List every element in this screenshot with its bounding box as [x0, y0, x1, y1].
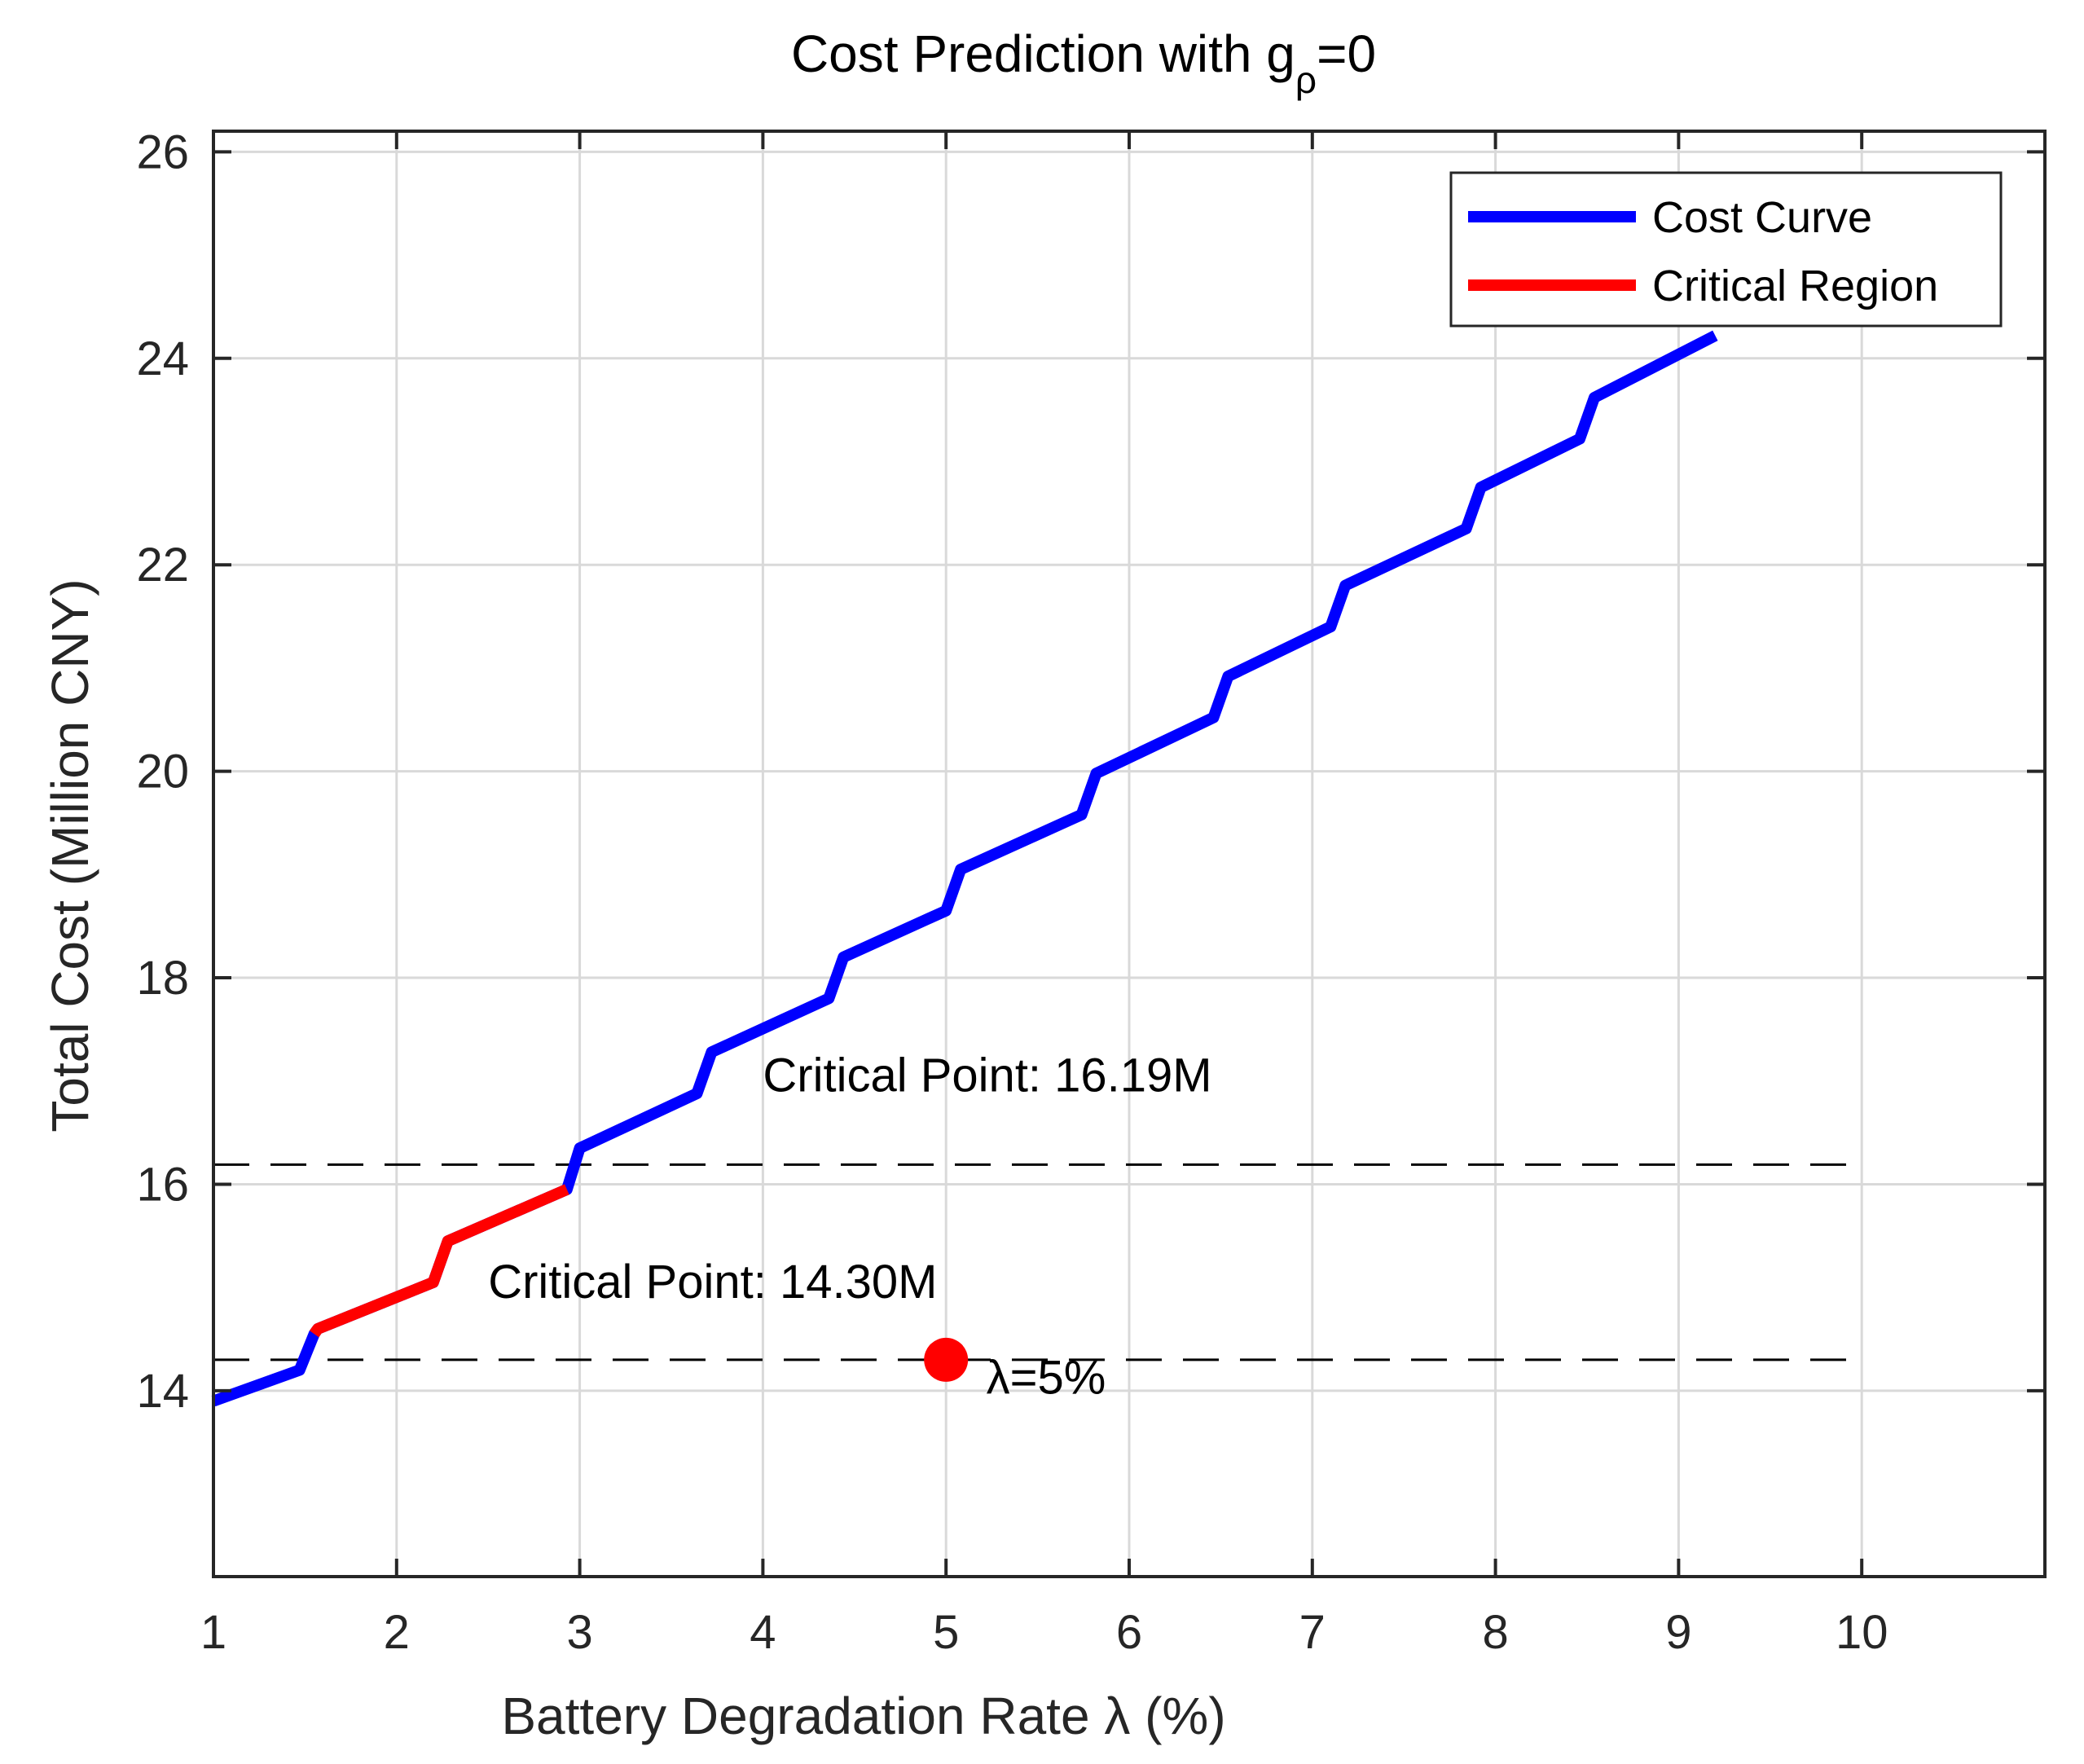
- x-tick-label: 6: [1116, 1606, 1142, 1659]
- y-tick-label: 22: [136, 539, 189, 592]
- series-layer: [211, 330, 1718, 1407]
- x-tick-label: 3: [566, 1606, 592, 1659]
- x-tick-label: 5: [933, 1606, 959, 1659]
- y-tick-label: 26: [136, 125, 189, 178]
- x-tick-label: 4: [750, 1606, 776, 1659]
- x-tick-label: 10: [1836, 1606, 1888, 1659]
- y-tick-label: 14: [136, 1365, 189, 1418]
- x-axis-label: Battery Degradation Rate λ (%): [501, 1687, 1225, 1745]
- x-tick-label: 7: [1299, 1606, 1326, 1659]
- grid: [212, 131, 2045, 1577]
- x-tick-label: 9: [1665, 1606, 1691, 1659]
- critical-point-label: λ=5%: [987, 1352, 1106, 1405]
- y-axis-label: Total Cost (Million CNY): [41, 578, 99, 1132]
- legend-box: [1449, 171, 2003, 328]
- reference-line-label: Critical Point: 16.19M: [763, 1049, 1211, 1102]
- y-tick-label: 18: [136, 952, 189, 1005]
- chart-title: Cost Prediction with gρ=0: [791, 24, 1376, 101]
- x-tick-label: 8: [1482, 1606, 1508, 1659]
- legend: Cost Curve Critical Region: [1449, 171, 2003, 328]
- series-line-critical-region: [309, 1184, 569, 1338]
- critical-point-marker: [924, 1337, 969, 1382]
- x-tick-label: 2: [384, 1606, 410, 1659]
- annotations: Critical Point: 16.19M Critical Point: 14…: [488, 1049, 1211, 1404]
- legend-label-critical-region: Critical Region: [1652, 262, 1938, 310]
- x-tick-label: 1: [200, 1606, 226, 1659]
- reference-lines: [213, 1163, 1862, 1361]
- y-tick-label: 24: [136, 332, 189, 385]
- y-tick-label: 16: [136, 1158, 189, 1211]
- points-layer: [924, 1337, 969, 1382]
- axis-ticks: 1 2 3 4 5 6 7 8 9 10 14 16 18 20 22 24 26: [136, 125, 2045, 1659]
- legend-label-cost-curve: Cost Curve: [1652, 193, 1872, 242]
- y-tick-label: 20: [136, 746, 189, 798]
- reference-line-label: Critical Point: 14.30M: [488, 1256, 937, 1309]
- title-subscript: ρ: [1295, 59, 1317, 101]
